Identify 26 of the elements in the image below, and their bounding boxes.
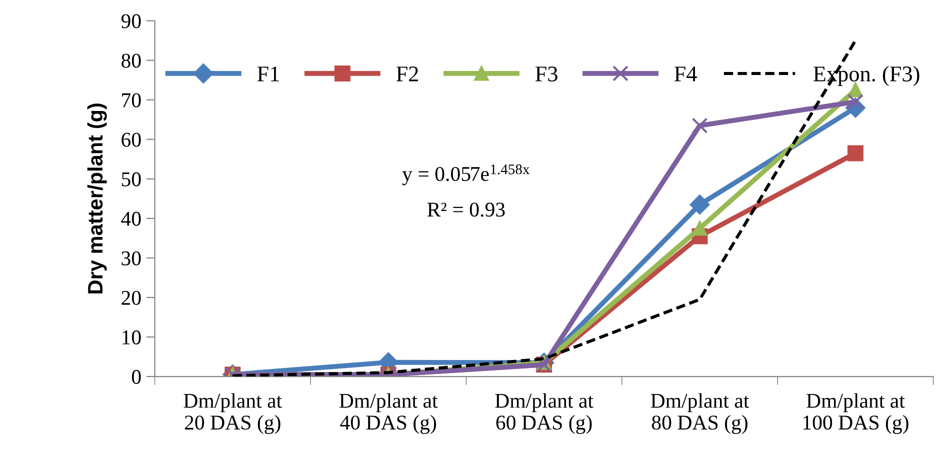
x-tick-label: Dm/plant at 20 DAS (g) <box>184 393 282 434</box>
point <box>692 118 708 134</box>
y-tick-label: 50 <box>122 172 141 186</box>
point <box>847 145 864 162</box>
x-tick-label: Dm/plant at 100 DAS (g) <box>803 393 908 434</box>
legend-label: F4 <box>674 66 697 82</box>
annotation: y = 0.057e$^{1.458x}$ <box>402 164 530 186</box>
y-tick-label: 60 <box>122 132 141 147</box>
point <box>690 194 710 214</box>
y-tick-label: 0 <box>132 370 141 384</box>
y-tick-label: 80 <box>122 54 141 68</box>
annotation: R² = 0.93 <box>427 202 505 217</box>
y-tick-label: 40 <box>121 212 141 226</box>
legend-label: F2 <box>396 66 418 82</box>
legend-label: F3 <box>535 66 558 82</box>
y-tick-label: 30 <box>122 251 141 266</box>
legend-label: Expon. (F3) <box>813 66 920 86</box>
legend-label: F1 <box>257 66 279 82</box>
y-axis-title: Dry matter/plant (g) <box>87 104 107 294</box>
x-tick-label: Dm/plant at 60 DAS (g) <box>495 393 594 434</box>
y-tick-label: 90 <box>121 14 141 28</box>
y-tick-label: 10 <box>122 330 141 344</box>
y-tick-label: 70 <box>122 93 141 108</box>
y-tick-label: 20 <box>122 290 141 305</box>
x-tick-label: Dm/plant at 80 DAS (g) <box>650 393 750 434</box>
x-tick-label: Dm/plant at 40 DAS (g) <box>339 393 438 434</box>
